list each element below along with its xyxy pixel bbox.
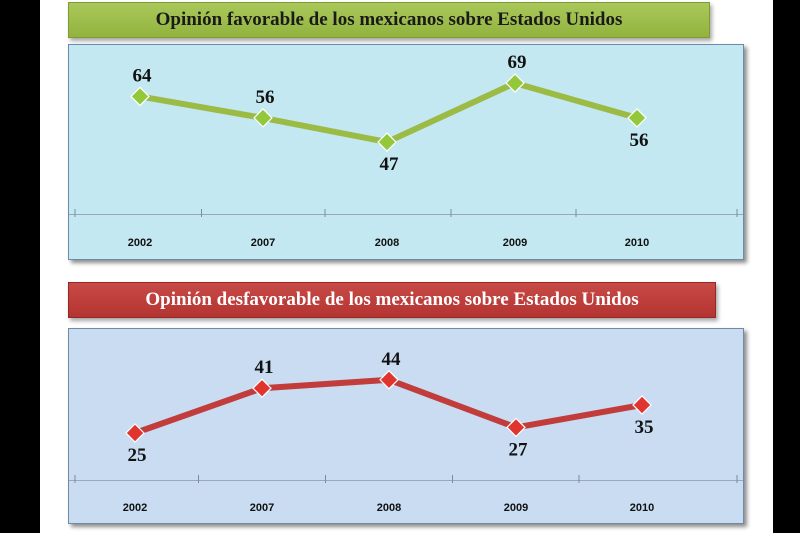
unfavorable-line-chart: 2002 2007 2008 2009 2010 25 41 44 27 35 [74,349,738,514]
unfavorable-data-point [632,395,652,415]
unfavorable-x-tick-label: 2010 [630,502,654,514]
unfavorable-data-label: 27 [509,439,529,460]
favorable-x-tick-label: 2002 [128,237,152,249]
favorable-series-line [137,80,640,146]
favorable-data-point [130,86,150,107]
unfavorable-x-tick-label: 2007 [250,502,274,514]
favorable-line-chart: 2002 2007 2008 2009 2010 64 56 47 69 56 [74,52,738,249]
favorable-x-tick-label: 2008 [375,237,399,249]
favorable-data-label: 47 [380,154,400,175]
unfavorable-data-label: 44 [382,349,402,370]
unfavorable-data-label: 41 [255,357,274,378]
chart-stage: Opinión favorable de los mexicanos sobre… [40,0,773,533]
favorable-plot-area: 2002 2007 2008 2009 2010 64 56 47 69 56 [68,44,744,260]
favorable-data-point [253,108,273,128]
unfavorable-chart-panel: Opinión desfavorable de los mexicanos so… [68,278,750,530]
favorable-data-label: 56 [630,130,649,151]
unfavorable-x-tick-label: 2002 [123,502,147,514]
favorable-data-label: 56 [256,87,275,108]
favorable-data-label: 69 [508,52,527,73]
unfavorable-data-point [252,378,272,399]
favorable-data-label: 64 [133,65,153,86]
unfavorable-x-tick-label: 2009 [504,502,528,514]
favorable-data-point [377,132,397,152]
unfavorable-data-label: 35 [635,417,654,438]
unfavorable-chart-title: Opinión desfavorable de los mexicanos so… [68,282,716,318]
unfavorable-plot-area: 2002 2007 2008 2009 2010 25 41 44 27 35 [68,328,744,524]
favorable-x-tick-label: 2010 [625,237,649,249]
unfavorable-data-point [379,369,399,390]
unfavorable-x-axis-band [69,480,743,523]
unfavorable-x-tick-label: 2008 [377,502,401,514]
favorable-x-tick-label: 2009 [503,237,527,249]
favorable-x-tick-label: 2007 [251,237,275,249]
favorable-chart-title: Opinión favorable de los mexicanos sobre… [68,2,710,38]
favorable-data-point [505,73,525,93]
unfavorable-data-point [125,423,145,443]
unfavorable-data-point [506,417,526,438]
favorable-x-axis-band [69,214,743,259]
favorable-chart-panel: Opinión favorable de los mexicanos sobre… [68,0,750,264]
favorable-data-point [627,108,647,128]
unfavorable-data-label: 25 [128,445,147,466]
